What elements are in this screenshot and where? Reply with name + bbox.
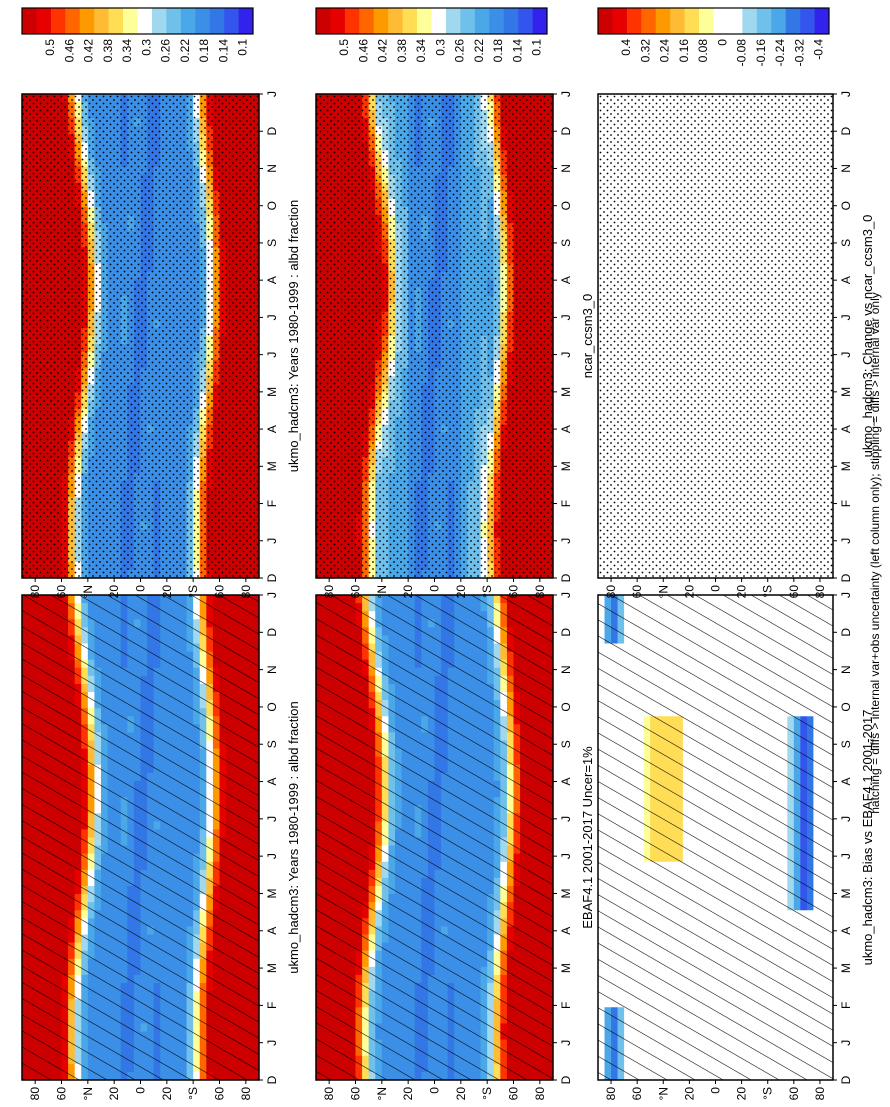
lat-tick-label: °N	[81, 1087, 95, 1100]
colorbar: 0.5 0.46 0.42 0.38 0.34 0.3 0.26 0.22 0.18 0.14 0.…	[21, 7, 254, 63]
month-tick-label: A	[265, 276, 279, 284]
colorbar-label: 0.5	[43, 39, 57, 56]
colorbar-swatch	[137, 8, 153, 34]
colorbar-label: 0.42	[82, 39, 96, 63]
lat-tick-label: 60	[213, 585, 227, 599]
month-tick-label: A	[265, 425, 279, 433]
month-tick-label: D	[265, 127, 279, 136]
lat-tick-label: 20	[160, 1087, 174, 1101]
colorbar-swatch	[151, 8, 167, 34]
month-tick-label: S	[265, 740, 279, 748]
lat-tick-label: 20	[107, 1087, 121, 1101]
month-tick-label: O	[265, 702, 279, 711]
lat-tick-label: 0	[134, 1087, 148, 1094]
colorbar-label: 0.46	[62, 39, 76, 63]
month-tick-label: J	[265, 592, 279, 598]
month-tick-label: J	[265, 538, 279, 544]
panel-title: ukmo_hadcm3: Years 1980-1999 : albd frac…	[286, 701, 301, 973]
lat-tick-label: 80	[239, 1087, 253, 1101]
hatch-overlay	[22, 595, 259, 1080]
month-tick-label: J	[265, 352, 279, 358]
colorbar-swatch	[22, 8, 37, 34]
colorbar-swatch	[108, 8, 124, 34]
month-tick-label: D	[265, 573, 279, 582]
month-tick-label: J	[265, 314, 279, 320]
month-tick-label: F	[265, 1002, 279, 1009]
lat-tick-label: 60	[55, 1087, 69, 1101]
month-tick-label: J	[265, 853, 279, 859]
month-tick-label: F	[265, 500, 279, 507]
colorbar-swatch	[123, 8, 138, 34]
month-tick-label: J	[265, 816, 279, 822]
lat-tick-label: 60	[55, 585, 69, 599]
lat-tick-label: 80	[28, 585, 42, 599]
lat-tick-label: 20	[160, 585, 174, 599]
month-tick-label: J	[265, 91, 279, 97]
colorbar-swatch	[166, 8, 182, 34]
month-tick-label: N	[265, 665, 279, 674]
panel-p2: 80 60 °N 20 0 20 °S 60 80 D J F M A M J J A S O N D Jukmo_hadc…	[21, 7, 301, 599]
stipple-overlay	[22, 94, 259, 578]
colorbar-label: 0.38	[101, 39, 115, 63]
colorbar-label: 0.26	[159, 39, 173, 63]
lat-tick-label: 80	[28, 1087, 42, 1101]
month-tick-label: M	[265, 387, 279, 397]
colorbar-swatch	[209, 8, 225, 34]
colorbar-label: 0.18	[197, 39, 211, 63]
colorbar-swatch	[94, 8, 109, 34]
month-tick-label: M	[265, 963, 279, 973]
panel-title: ukmo_hadcm3: Years 1980-1999 : albd frac…	[286, 200, 301, 472]
colorbar-label: 0.34	[120, 39, 134, 63]
month-tick-label: J	[265, 1040, 279, 1046]
lat-tick-label: °S	[186, 585, 200, 598]
month-tick-label: A	[265, 778, 279, 786]
month-tick-label: M	[265, 461, 279, 471]
month-tick-label: D	[265, 628, 279, 637]
lat-tick-label: 0	[134, 585, 148, 592]
panel-p1: 80 60 °N 20 0 20 °S 60 80 D J F M A M J J A S O N D Jukmo_hadc…	[21, 508, 301, 1101]
lat-tick-label: °N	[81, 585, 95, 598]
colorbar-swatch	[65, 8, 81, 34]
colorbar-label: 0.22	[178, 39, 192, 63]
lat-tick-label: 80	[239, 585, 253, 599]
colorbar-label: 0.3	[139, 39, 153, 56]
lat-tick-label: 60	[213, 1087, 227, 1101]
colorbar-label: 0.14	[216, 39, 230, 63]
month-tick-label: M	[265, 888, 279, 898]
colorbar-swatch	[195, 8, 210, 34]
colorbar-swatch	[50, 8, 66, 34]
month-tick-label: N	[265, 164, 279, 173]
colorbar-swatch	[79, 8, 95, 34]
month-tick-label: O	[265, 201, 279, 210]
month-tick-label: D	[265, 1075, 279, 1084]
colorbar-swatch	[224, 8, 239, 34]
colorbar-label: 0.1	[236, 39, 250, 56]
colorbar-swatch	[238, 8, 254, 34]
lat-tick-label: 20	[107, 585, 121, 599]
month-tick-label: A	[265, 927, 279, 935]
lat-tick-label: °S	[186, 1087, 200, 1100]
month-tick-label: S	[265, 239, 279, 247]
colorbar-swatch	[180, 8, 196, 34]
colorbar-swatch	[36, 8, 52, 34]
